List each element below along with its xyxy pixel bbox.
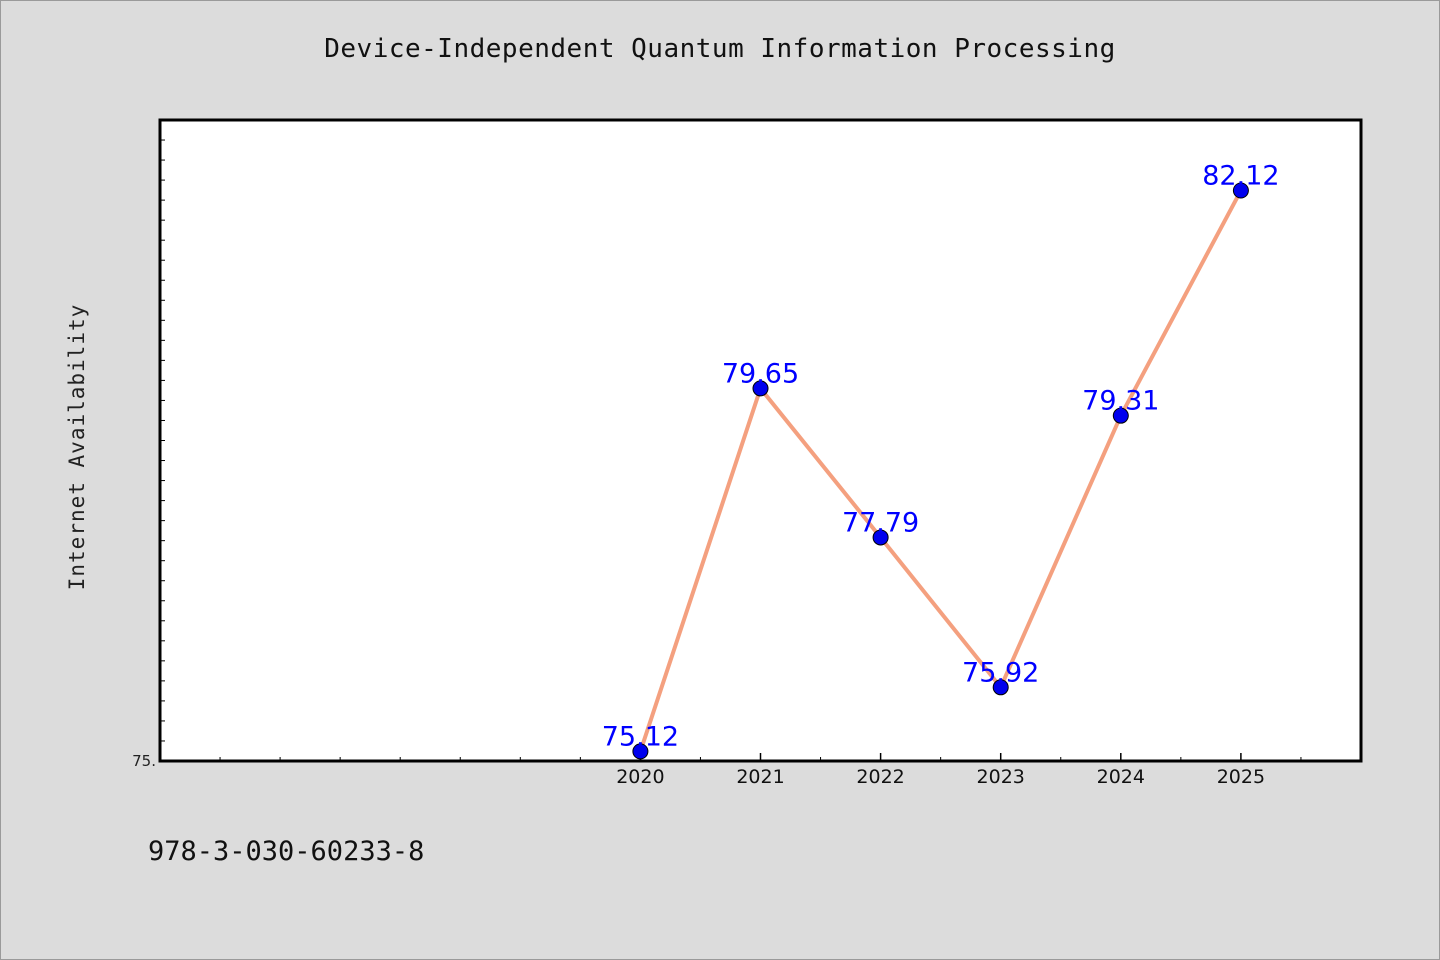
axis-ticks: 75. 2020 2021 2022 2023 2024 2025 <box>132 139 1302 788</box>
data-point <box>632 743 649 760</box>
data-point <box>1232 182 1249 199</box>
data-label: 77.79 <box>842 507 919 538</box>
data-label: 79.31 <box>1082 386 1159 417</box>
data-label: 82.12 <box>1202 161 1279 192</box>
data-label: 75.92 <box>962 657 1039 688</box>
x-tick-label: 2025 <box>1217 766 1265 788</box>
x-tick-label: 2020 <box>616 766 664 788</box>
data-label: 79.65 <box>722 358 799 389</box>
chart-title: Device-Independent Quantum Information P… <box>324 34 1116 64</box>
data-label: 75.12 <box>602 721 679 752</box>
x-tick-label: 2024 <box>1097 766 1145 788</box>
x-tick-label: 2023 <box>977 766 1025 788</box>
plot-area <box>158 118 1363 763</box>
data-point <box>752 380 769 397</box>
x-tick-label: 2021 <box>736 766 784 788</box>
data-point <box>992 679 1009 696</box>
y-tick-label: 75. <box>132 752 156 770</box>
data-point <box>1112 407 1129 424</box>
series-line <box>638 189 1243 753</box>
series-layer: 75.12 79.65 77.79 75.92 79.31 82.12 <box>602 161 1280 760</box>
data-point <box>872 529 889 546</box>
x-tick-label: 2022 <box>856 766 904 788</box>
isbn-text: 978-3-030-60233-8 <box>148 836 425 867</box>
